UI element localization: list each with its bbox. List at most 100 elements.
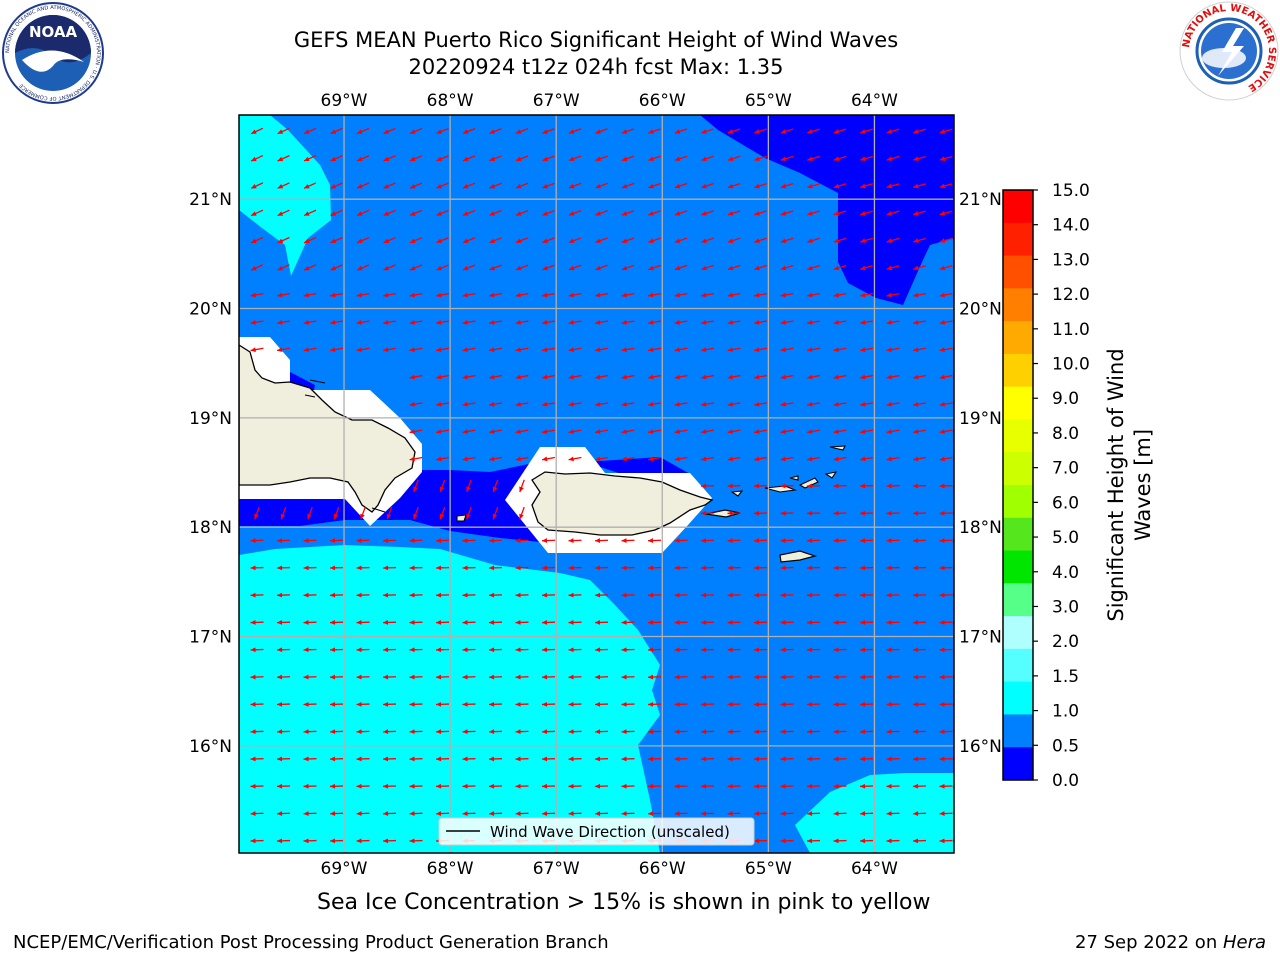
wave-arrow (382, 783, 397, 789)
wave-arrow (250, 154, 264, 162)
wave-arrow (674, 319, 688, 325)
wave-arrow (436, 264, 449, 271)
wave-arrow (250, 182, 264, 189)
wave-arrow (912, 292, 927, 298)
wave-arrow (753, 483, 768, 489)
wave-arrow (541, 620, 556, 625)
wave-arrow (939, 674, 953, 680)
wave-arrow (303, 264, 317, 271)
wave-arrow (489, 237, 502, 244)
wave-arrow (462, 347, 476, 353)
wave-arrow (568, 538, 582, 543)
wave-arrow (329, 592, 344, 598)
wave-arrow (382, 647, 397, 653)
wave-arrow (913, 210, 926, 216)
wave-arrow (780, 647, 794, 653)
wave-arrow (276, 811, 291, 816)
wave-arrow (833, 237, 847, 243)
wave-arrow (409, 429, 423, 434)
wave-arrow (621, 128, 635, 134)
wave-arrow (754, 155, 767, 162)
wave-arrow (674, 701, 688, 707)
wave-arrow (806, 838, 821, 844)
wave-arrow (409, 237, 423, 244)
wave-arrow (939, 292, 953, 298)
land-mona (456, 514, 467, 522)
wave-arrow (303, 674, 317, 680)
wave-arrow (859, 756, 874, 762)
wave-arrow (647, 783, 662, 789)
wave-arrow (276, 783, 291, 789)
wave-arrow (833, 374, 847, 380)
wave-arrow (621, 237, 635, 243)
wave-arrow (515, 701, 529, 707)
wave-arrow (753, 565, 768, 571)
wave-arrow (488, 647, 503, 653)
wave-arrow (700, 729, 715, 735)
wave-arrow (383, 237, 396, 244)
wave-arrow (356, 783, 370, 789)
wave-arrow (515, 647, 529, 653)
wave-arrow (303, 647, 317, 653)
wave-arrow (648, 182, 661, 189)
wave-arrow (356, 811, 370, 816)
wave-arrow (700, 292, 715, 298)
wave-arrow (700, 565, 715, 571)
footer-date-text: 27 Sep 2022 on (1075, 932, 1223, 953)
wave-arrow (912, 783, 927, 789)
lat-label-left-4: 17°N (189, 628, 232, 648)
wave-arrow (382, 811, 397, 816)
wave-arrow (939, 429, 953, 434)
wave-arrow (860, 210, 873, 216)
wave-arrow (647, 538, 662, 543)
wave-arrow (568, 674, 582, 680)
wave-arrow (594, 674, 609, 680)
wave-arrow (515, 756, 529, 762)
wave-arrow (568, 264, 582, 271)
wave-arrow (303, 182, 317, 189)
wave-arrow (382, 319, 397, 325)
wave-arrow (519, 506, 525, 520)
wave-arrow (621, 565, 635, 571)
wave-arrow (409, 401, 423, 407)
wave-arrow (621, 620, 635, 625)
wave-arrow (382, 674, 397, 680)
wave-arrow (939, 128, 953, 134)
wave-arrow (330, 264, 343, 271)
wave-arrow (382, 592, 397, 598)
wave-arrow (780, 429, 794, 434)
wave-arrow (886, 401, 900, 407)
wave-arrow (568, 456, 582, 462)
wave-arrow (541, 456, 556, 462)
wave-arrow (515, 811, 529, 816)
wave-arrow (409, 292, 423, 298)
wind-wave-direction-arrows (250, 127, 953, 844)
wave-arrow (568, 401, 582, 407)
wave-arrow (833, 265, 847, 271)
wave-arrow (541, 347, 556, 353)
colorbar-tick-13: 2.0 (1052, 632, 1079, 652)
wave-arrow (515, 674, 529, 680)
lon-label-top-4: 65°W (745, 91, 792, 111)
land-small-cays (304, 379, 386, 513)
wave-arrow (541, 565, 556, 571)
wave-arrow (913, 183, 926, 189)
wave-arrow (753, 674, 768, 680)
wave-arrow (409, 264, 423, 271)
wave-arrow (594, 319, 609, 325)
wave-arrow (276, 647, 291, 653)
wave-arrow (700, 401, 715, 407)
wave-arrow (807, 155, 820, 162)
wave-arrow (860, 237, 873, 243)
wave-arrow (356, 674, 370, 680)
wave-arrow (462, 182, 476, 189)
wave-arrow (780, 729, 794, 735)
wave-arrow (806, 347, 821, 353)
wave-arrow (276, 292, 291, 298)
wave-arrow (833, 210, 847, 216)
wave-arrow (568, 647, 582, 653)
wave-arrow (621, 783, 635, 789)
wave-arrow (356, 538, 370, 543)
wave-arrow (806, 292, 821, 298)
wave-arrow (754, 210, 767, 216)
